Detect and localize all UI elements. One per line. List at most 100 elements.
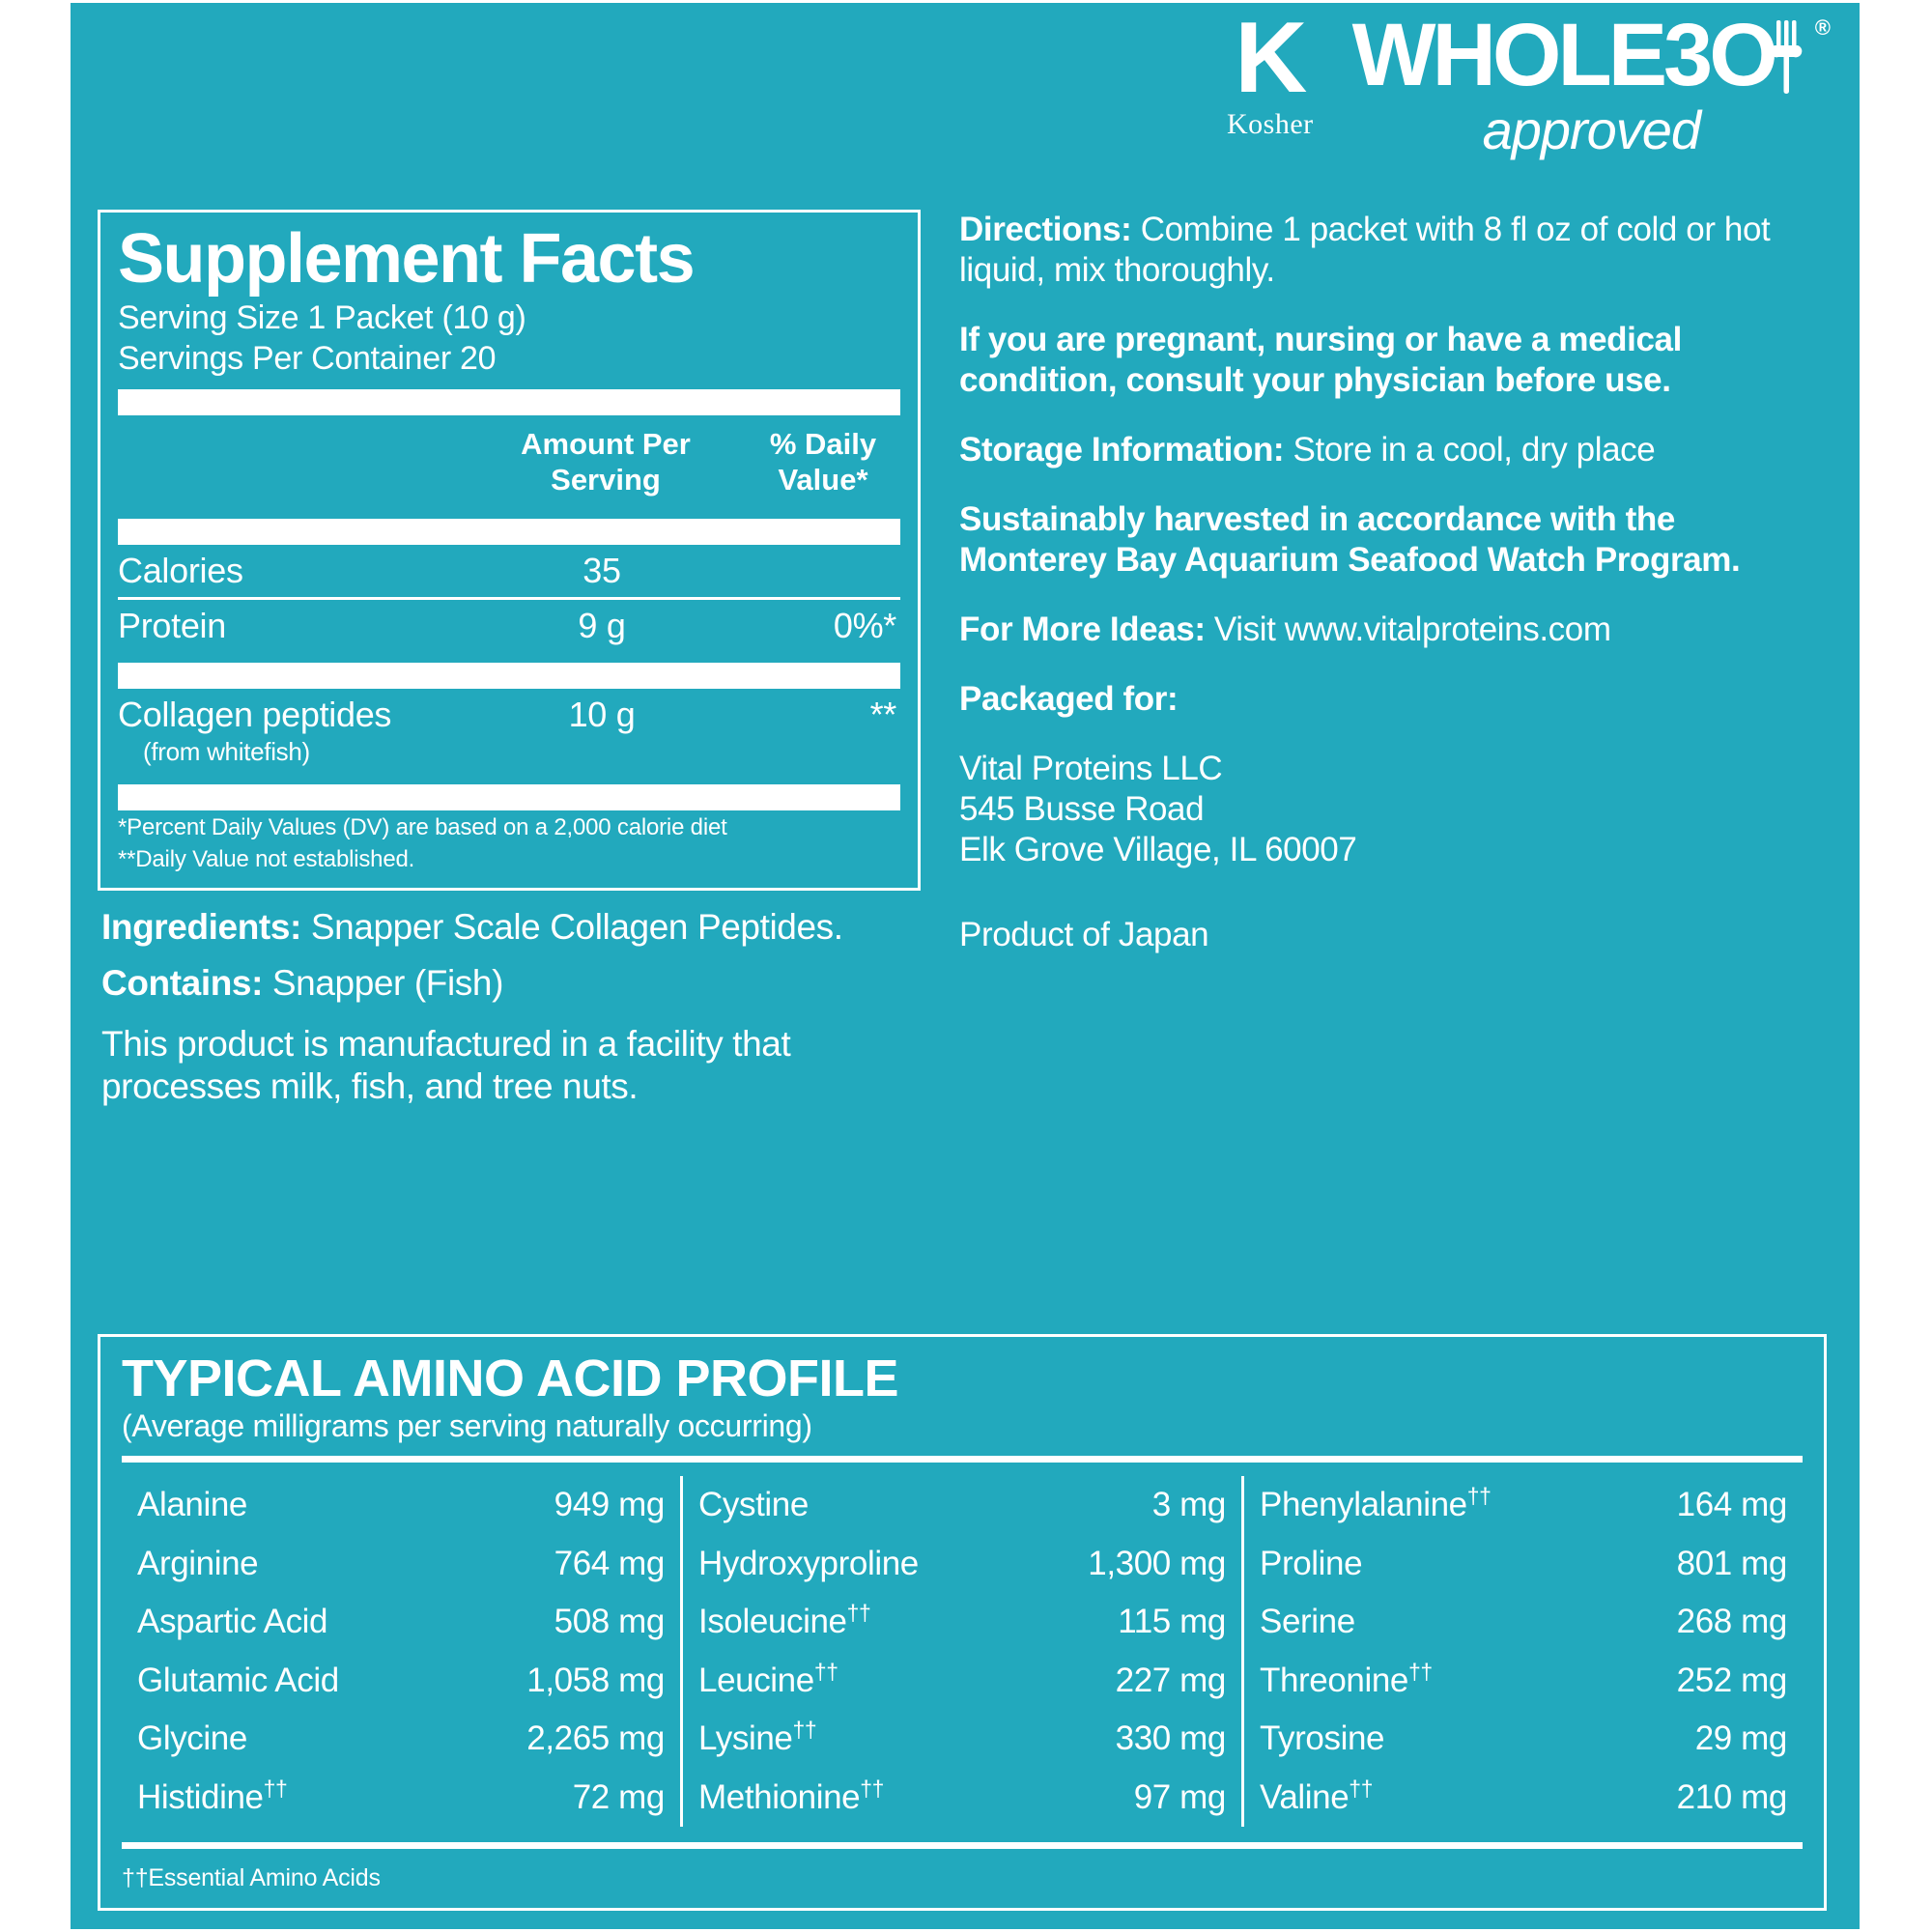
collagen-peptides-source: (from whitefish) <box>143 737 310 767</box>
table-row-collagen-peptides: Collagen peptides (from whitefish) 10 g … <box>118 689 900 773</box>
footnote-daily-values: *Percent Daily Values (DV) are based on … <box>118 813 727 840</box>
protein-amount: 9 g <box>578 605 626 645</box>
amino-name: Glutamic Acid†† <box>137 1661 339 1699</box>
amino-value: 268 mg <box>1676 1603 1788 1641</box>
amino-essential-footnote: ††Essential Amino Acids <box>122 1864 381 1892</box>
amount-per-serving-header: Amount Per Serving <box>466 427 746 497</box>
list-item: Phenylalanine†† 164 mg <box>1260 1476 1787 1535</box>
right-column: Directions: Combine 1 packet with 8 fl o… <box>959 210 1829 955</box>
amino-acid-profile-panel: TYPICAL AMINO ACID PROFILE (Average mill… <box>98 1334 1827 1912</box>
header-spacer <box>118 427 466 497</box>
pregnancy-warning-paragraph: If you are pregnant, nursing or have a m… <box>959 320 1829 401</box>
amino-name: Proline†† <box>1260 1544 1363 1582</box>
amino-name: Phenylalanine†† <box>1260 1483 1492 1524</box>
more-ideas-label: For More Ideas: <box>959 611 1206 648</box>
whole30-main-text: WHOLE3O <box>1351 6 1778 104</box>
amino-name: Cystine†† <box>698 1486 809 1524</box>
essential-marker-icon: †† <box>792 1717 817 1743</box>
list-item: Valine†† 210 mg <box>1260 1769 1787 1828</box>
pregnancy-warning-text: If you are pregnant, nursing or have a m… <box>959 321 1682 399</box>
essential-marker-icon: †† <box>813 1658 838 1684</box>
amino-value: 252 mg <box>1676 1661 1788 1699</box>
amino-value: 330 mg <box>1115 1719 1227 1758</box>
amount-header-line1: Amount Per <box>521 427 691 462</box>
amino-name: Serine†† <box>1260 1603 1355 1641</box>
divider-thin-calories <box>118 596 900 600</box>
packaged-for-paragraph: Packaged for: <box>959 679 1829 720</box>
amino-column-1: Alanine†† 949 mg Arginine†† 764 mg Aspar… <box>122 1476 680 1827</box>
amino-value: 210 mg <box>1676 1777 1788 1816</box>
supplement-facts-title: Supplement Facts <box>118 220 696 298</box>
list-item: Lysine†† 330 mg <box>698 1710 1226 1769</box>
sustainability-text: Sustainably harvested in accordance with… <box>959 500 1741 579</box>
whole30-wordmark: WHOLE3O ® <box>1351 6 1831 111</box>
amino-value: 1,300 mg <box>1088 1544 1226 1582</box>
amino-value: 29 mg <box>1694 1719 1788 1758</box>
serving-size-line: Serving Size 1 Packet (10 g) <box>118 299 526 337</box>
amino-name: Glycine†† <box>137 1719 247 1758</box>
collagen-peptides-label: Collagen peptides (from whitefish) <box>118 695 462 767</box>
directions-text: Combine 1 packet with 8 fl oz of cold or… <box>959 211 1771 289</box>
amino-value: 115 mg <box>1118 1603 1226 1641</box>
amino-value: 949 mg <box>554 1486 666 1524</box>
calories-amount: 35 <box>582 550 621 590</box>
list-item: Methionine†† 97 mg <box>698 1769 1226 1828</box>
amino-column-3: Phenylalanine†† 164 mg Proline†† 801 mg … <box>1244 1476 1803 1827</box>
address-company-name: Vital Proteins LLC <box>959 750 1223 787</box>
amino-acid-columns: Alanine†† 949 mg Arginine†† 764 mg Aspar… <box>122 1476 1803 1828</box>
amino-value: 801 mg <box>1676 1544 1788 1582</box>
supplement-label-panel: K Kosher WHOLE3O ® <box>71 3 1860 1929</box>
directions-label: Directions: <box>959 211 1132 248</box>
fork-icon <box>1769 14 1813 111</box>
divider-thick-bottom <box>118 783 900 810</box>
amino-column-2: Cystine†† 3 mg Hydroxyproline†† 1,300 mg… <box>680 1476 1244 1828</box>
company-address-block: Vital Proteins LLC 545 Busse Road Elk Gr… <box>959 749 1829 870</box>
calories-label: Calories <box>118 550 243 590</box>
amino-name: Isoleucine†† <box>698 1600 871 1641</box>
list-item: Serine†† 268 mg <box>1260 1593 1787 1652</box>
list-item: Glycine†† 2,265 mg <box>137 1710 665 1769</box>
supplement-facts-panel: Supplement Facts Serving Size 1 Packet (… <box>98 210 921 891</box>
amino-name: Methionine†† <box>698 1775 885 1816</box>
amino-name: Alanine†† <box>137 1486 247 1524</box>
country-of-origin: Product of Japan <box>959 916 1209 953</box>
amino-value: 508 mg <box>554 1603 666 1641</box>
protein-dv: 0%* <box>833 605 896 645</box>
essential-marker-icon: †† <box>1408 1658 1433 1684</box>
collagen-peptides-name: Collagen peptides <box>118 695 392 735</box>
left-column: Supplement Facts Serving Size 1 Packet (… <box>98 210 921 1122</box>
servings-per-container-line: Servings Per Container 20 <box>118 339 497 377</box>
kosher-k-icon: K <box>1235 3 1307 114</box>
amino-name: Tyrosine†† <box>1260 1719 1385 1758</box>
essential-marker-icon: †† <box>860 1775 885 1801</box>
amino-value: 227 mg <box>1115 1661 1227 1699</box>
amino-divider <box>122 1456 1803 1463</box>
list-item: Arginine†† 764 mg <box>137 1535 665 1594</box>
amino-name: Histidine†† <box>137 1775 288 1816</box>
dv-header-line2: Value* <box>778 462 868 497</box>
amino-name: Threonine†† <box>1260 1658 1433 1699</box>
kosher-label: Kosher <box>1227 107 1314 140</box>
amino-name: Aspartic Acid†† <box>137 1603 328 1641</box>
address-street: 545 Busse Road <box>959 790 1205 828</box>
divider-thick-top <box>118 389 900 416</box>
list-item: Cystine†† 3 mg <box>698 1476 1226 1535</box>
amino-value: 97 mg <box>1133 1777 1227 1816</box>
amino-value: 164 mg <box>1676 1486 1788 1524</box>
ingredients-block: Ingredients: Snapper Scale Collagen Pept… <box>98 906 921 1109</box>
amino-value: 764 mg <box>554 1544 666 1582</box>
amino-name: Valine†† <box>1260 1775 1374 1816</box>
essential-marker-icon: †† <box>846 1600 871 1626</box>
contains-paragraph: Contains: Snapper (Fish) <box>101 962 921 1005</box>
amino-name: Arginine†† <box>137 1544 259 1582</box>
storage-text: Store in a cool, dry place <box>1284 431 1656 469</box>
footnote-dv-not-established: **Daily Value not established. <box>118 845 415 872</box>
more-ideas-website[interactable]: Visit www.vitalproteins.com <box>1205 611 1611 648</box>
storage-paragraph: Storage Information: Store in a cool, dr… <box>959 430 1829 470</box>
amino-profile-subtitle: (Average milligrams per serving naturall… <box>122 1408 812 1444</box>
list-item: Isoleucine†† 115 mg <box>698 1593 1226 1652</box>
column-headers-row: Amount Per Serving % Daily Value* <box>118 415 900 507</box>
list-item: Proline†† 801 mg <box>1260 1535 1787 1594</box>
amino-value: 2,265 mg <box>526 1719 665 1758</box>
divider-thick-protein <box>118 663 900 690</box>
